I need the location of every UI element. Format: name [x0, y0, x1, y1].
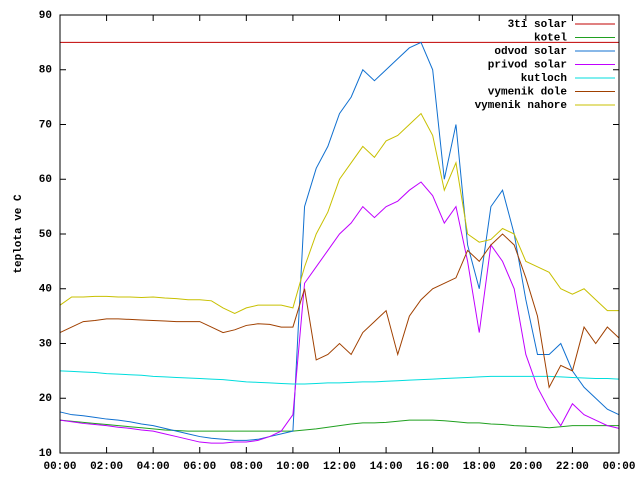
legend-label: kutloch: [521, 73, 567, 85]
x-tick-label: 14:00: [370, 461, 403, 473]
series-line: [59, 370, 620, 385]
y-tick-label: 90: [39, 10, 52, 22]
x-tick-label: 04:00: [137, 461, 170, 473]
y-tick-label: 70: [39, 119, 52, 131]
x-tick-label: 08:00: [230, 461, 263, 473]
x-tick-label: 16:00: [416, 461, 449, 473]
y-tick-label: 10: [39, 448, 52, 460]
y-tick-label: 60: [39, 174, 52, 186]
legend-label: vymenik dole: [488, 86, 568, 98]
series-line: [59, 233, 620, 389]
y-tick-label: 30: [39, 338, 52, 350]
plot-frame: [59, 14, 620, 454]
legend-label: kotel: [534, 32, 567, 44]
legend-label: vymenik nahore: [475, 100, 568, 112]
series-line: [59, 112, 619, 314]
legend-label: privod solar: [488, 59, 567, 71]
x-tick-label: 22:00: [556, 461, 589, 473]
legend-label: 3ti solar: [508, 19, 567, 31]
x-tick-label: 02:00: [90, 461, 123, 473]
y-axis-label: teplota ve C: [13, 194, 25, 274]
series-line: [59, 419, 619, 432]
y-tick-label: 80: [39, 65, 52, 77]
x-tick-label: 00:00: [43, 461, 76, 473]
series-line: [59, 181, 620, 444]
y-tick-label: 40: [39, 284, 52, 296]
x-tick-label: 18:00: [463, 461, 496, 473]
x-tick-label: 00:00: [602, 461, 635, 473]
x-tick-label: 06:00: [183, 461, 216, 473]
legend-label: odvod solar: [494, 46, 567, 58]
y-tick-label: 50: [39, 229, 52, 241]
x-tick-label: 20:00: [509, 461, 542, 473]
y-tick-label: 20: [39, 393, 52, 405]
x-tick-label: 10:00: [276, 461, 309, 473]
series-line: [59, 41, 620, 441]
x-tick-label: 12:00: [323, 461, 356, 473]
